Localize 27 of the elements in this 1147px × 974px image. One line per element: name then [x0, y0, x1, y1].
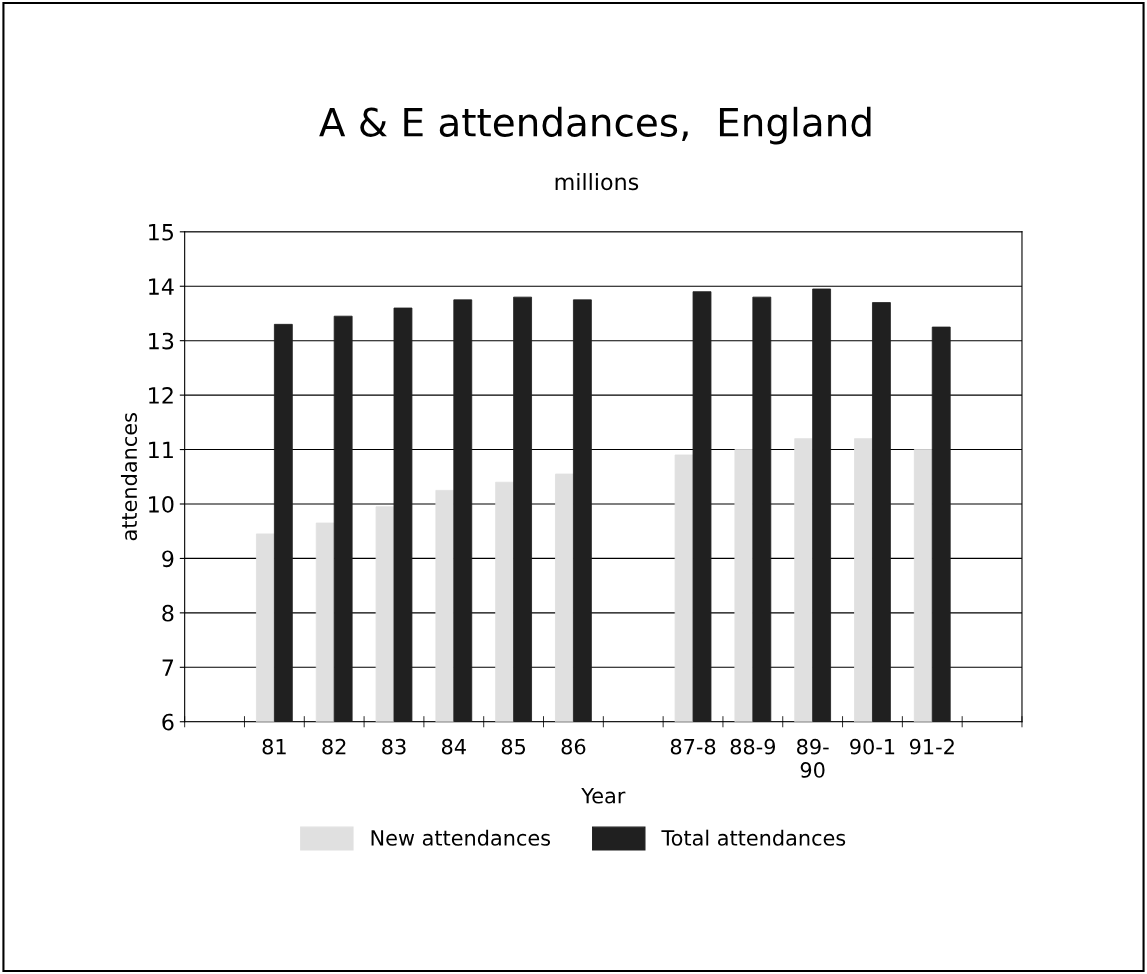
y-tick-label: 13 [149, 332, 174, 350]
y-tick-label: 12 [149, 387, 173, 404]
x-tick-label: 89- 90 [797, 738, 829, 778]
x-axis-title: Year [581, 788, 626, 804]
y-tick-label: 11 [149, 441, 173, 458]
y-tick-label: 14 [149, 278, 174, 295]
x-tick-label: 86 [561, 738, 586, 755]
chart-subtitle: millions [555, 173, 639, 191]
y-tick-label: 9 [162, 550, 174, 568]
x-tick-label: 85 [501, 738, 526, 755]
y-axis-title: attendances [120, 413, 138, 541]
chart-title: A & E attendances, England [319, 106, 871, 145]
x-tick-label: 82 [322, 738, 346, 755]
x-tick-label: 81 [262, 738, 286, 755]
y-tick-label: 15 [149, 224, 173, 241]
x-tick-label: 91-2 [909, 738, 954, 755]
y-tick-label: 8 [162, 604, 174, 622]
legend-label: New attendances [371, 829, 551, 846]
x-tick-label: 84 [441, 738, 466, 755]
x-tick-label: 90-1 [850, 738, 895, 755]
x-tick-label: 88-9 [730, 738, 776, 755]
y-tick-label: 7 [162, 659, 174, 676]
x-tick-label: 83 [382, 738, 406, 755]
y-tick-label: 10 [149, 495, 174, 513]
legend-label: Total attendances [661, 829, 846, 846]
x-tick-label: 87-8 [670, 738, 716, 755]
y-tick-label: 6 [162, 713, 174, 731]
